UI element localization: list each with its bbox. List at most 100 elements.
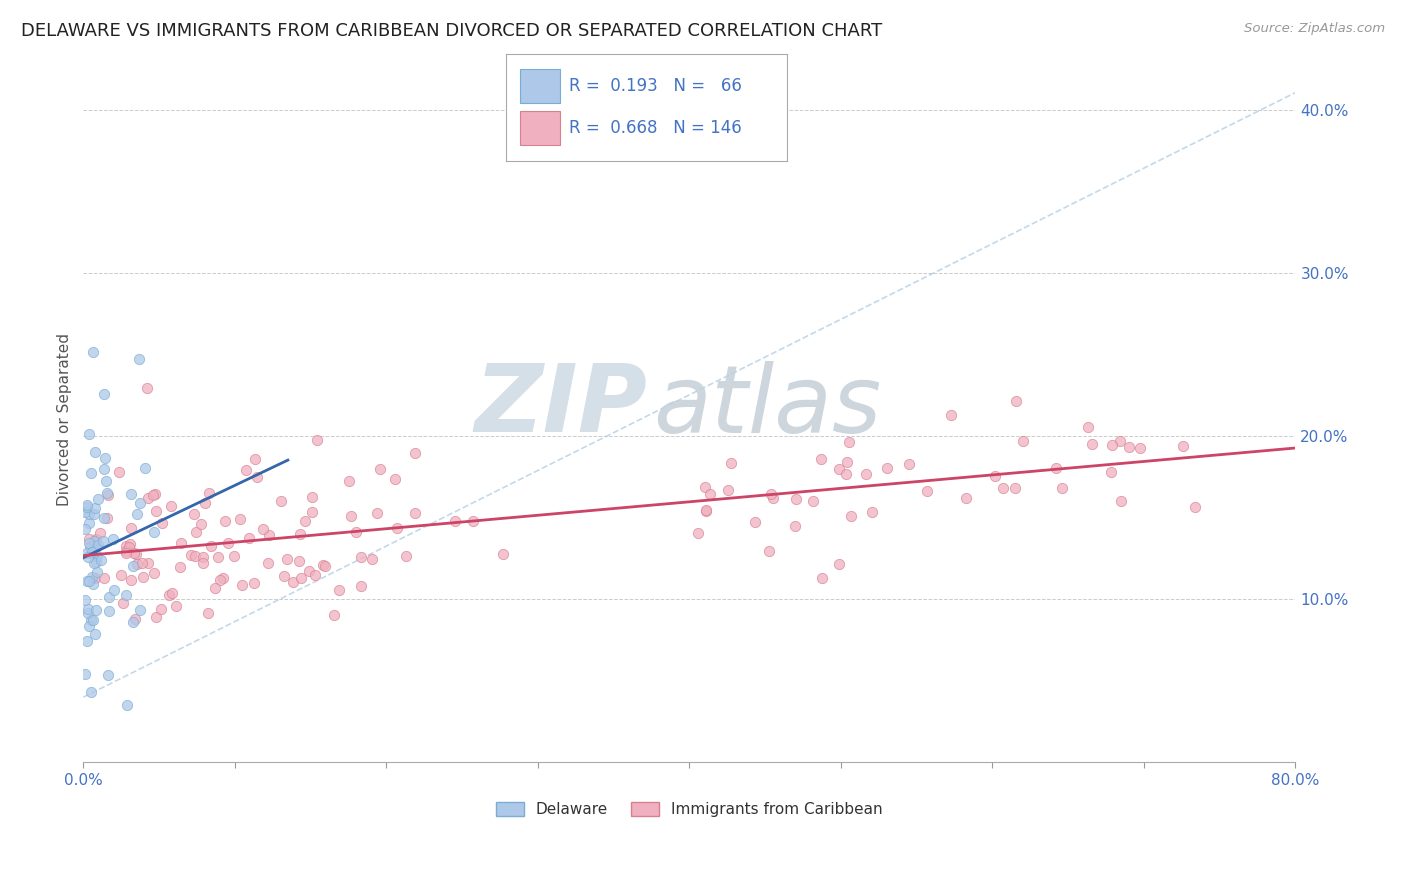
Point <box>231 578 253 592</box>
Point <box>75 666 97 681</box>
Point <box>243 576 266 591</box>
Point <box>122 546 145 560</box>
Point <box>83 508 105 522</box>
Point <box>83 543 105 558</box>
Point <box>839 508 862 523</box>
Point <box>288 554 311 568</box>
Point <box>120 537 142 551</box>
Text: DELAWARE VS IMMIGRANTS FROM CARIBBEAN DIVORCED OR SEPARATED CORRELATION CHART: DELAWARE VS IMMIGRANTS FROM CARIBBEAN DI… <box>21 22 883 40</box>
Point <box>1109 434 1132 449</box>
Point <box>111 596 134 610</box>
Point <box>93 450 115 465</box>
Point <box>77 533 100 547</box>
Point <box>84 603 107 617</box>
Point <box>77 606 100 620</box>
Point <box>76 500 98 515</box>
Point <box>79 540 101 554</box>
Point <box>90 552 112 566</box>
Point <box>785 491 807 506</box>
Point <box>115 698 138 713</box>
Point <box>77 574 100 588</box>
Point <box>762 491 785 505</box>
Point <box>243 451 266 466</box>
Point <box>160 586 183 600</box>
Point <box>758 543 780 558</box>
Point <box>197 606 219 620</box>
Point <box>828 462 851 476</box>
Point <box>301 490 323 504</box>
Point <box>80 545 103 559</box>
Legend: Delaware, Immigrants from Caribbean: Delaware, Immigrants from Caribbean <box>491 796 889 823</box>
Text: atlas: atlas <box>652 360 882 451</box>
Point <box>82 570 104 584</box>
Point <box>1118 440 1140 454</box>
Point <box>301 505 323 519</box>
Point <box>1045 461 1067 475</box>
Point <box>695 504 717 518</box>
Point <box>290 571 312 585</box>
Point <box>76 574 98 588</box>
Point <box>93 461 115 475</box>
Point <box>135 381 157 395</box>
Point <box>75 522 97 536</box>
Point <box>688 525 710 540</box>
Point <box>77 507 100 521</box>
Point <box>384 472 406 486</box>
Point <box>125 507 148 521</box>
Point <box>157 588 180 602</box>
Point <box>125 547 148 561</box>
Point <box>82 345 104 359</box>
Point <box>860 505 883 519</box>
Point <box>898 458 921 472</box>
Point <box>339 508 361 523</box>
Point <box>245 470 267 484</box>
Point <box>344 524 367 539</box>
Point <box>350 549 373 564</box>
Point <box>128 352 150 367</box>
Point <box>222 549 245 563</box>
Point <box>693 480 716 494</box>
Point <box>1077 420 1099 434</box>
Point <box>368 462 391 476</box>
Point <box>1099 465 1122 479</box>
Point <box>150 602 173 616</box>
Point <box>98 590 121 604</box>
Point <box>96 510 118 524</box>
Point <box>984 469 1007 483</box>
Point <box>84 532 107 546</box>
Point <box>83 501 105 516</box>
Y-axis label: Divorced or Separated: Divorced or Separated <box>58 334 72 507</box>
Point <box>165 599 187 613</box>
Point <box>876 461 898 475</box>
Point <box>79 613 101 627</box>
Point <box>939 408 962 422</box>
Point <box>283 574 305 589</box>
Point <box>350 579 373 593</box>
Point <box>83 534 105 549</box>
Point <box>96 486 118 500</box>
Point <box>835 467 858 481</box>
Point <box>1171 439 1194 453</box>
Point <box>77 602 100 616</box>
Point <box>132 570 155 584</box>
Point <box>120 521 142 535</box>
Point <box>143 524 166 539</box>
Point <box>169 560 191 574</box>
Point <box>294 514 316 528</box>
Point <box>97 604 120 618</box>
Point <box>145 503 167 517</box>
Point <box>134 461 156 475</box>
Point <box>121 615 143 629</box>
Point <box>193 549 215 564</box>
Point <box>855 467 877 481</box>
Point <box>183 507 205 521</box>
Point <box>209 573 232 587</box>
Point <box>142 487 165 501</box>
Point <box>89 526 111 541</box>
Point <box>304 568 326 582</box>
Point <box>120 487 142 501</box>
Point <box>82 576 104 591</box>
Point <box>87 538 110 552</box>
Point <box>810 452 832 467</box>
Point <box>311 558 333 573</box>
